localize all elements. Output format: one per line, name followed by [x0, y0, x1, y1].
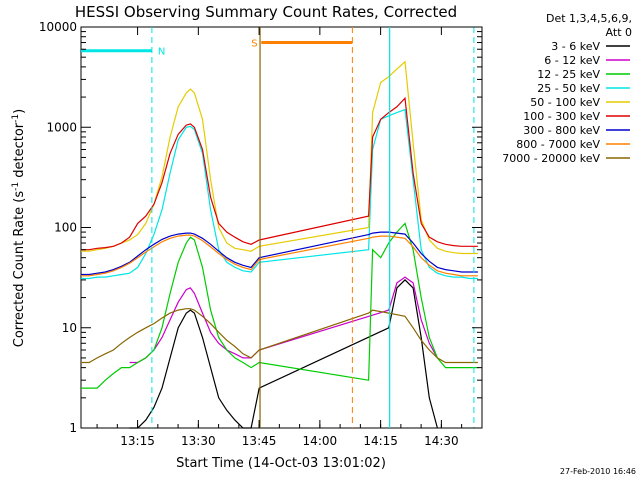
legend-label-5: 100 - 300 keV	[523, 110, 600, 123]
x-tick-label-5: 14:30	[424, 434, 459, 448]
y-tick-label-3: 1000	[46, 120, 77, 134]
x-tick-label-4: 14:15	[363, 434, 398, 448]
series-line-0	[129, 279, 438, 429]
y-axis-label-end: )	[12, 109, 27, 114]
legend-label-7: 800 - 7000 keV	[516, 138, 600, 151]
tick-layer: 13:15 13:30 13:45 14:00 14:15 14:30 1 10 100 1000…	[39, 20, 482, 448]
x-tick-label-3: 14:00	[303, 434, 338, 448]
plot-frame	[80, 26, 483, 429]
series-line-2	[81, 222, 478, 389]
y-tick-label-0: 1	[69, 421, 77, 435]
legend-label-8: 7000 - 20000 keV	[502, 152, 600, 165]
y-tick-label-2: 100	[54, 221, 77, 235]
y-axis-label-mid: detector	[12, 122, 27, 182]
y-tick-label-1: 10	[62, 321, 77, 335]
legend-label-4: 50 - 100 keV	[530, 96, 600, 109]
y-tick-label-4: 10000	[39, 20, 77, 34]
x-axis-label: Start Time (14-Oct-03 13:01:02)	[176, 456, 386, 471]
y-axis-label-sup1: -1	[11, 182, 21, 191]
series-line-6	[81, 231, 478, 276]
x-tick-label-2: 13:45	[242, 434, 277, 448]
y-axis-label: Corrected Count Rate (s-1 detector-1)	[11, 109, 27, 347]
series-layer	[81, 60, 478, 429]
series-line-1	[129, 276, 438, 364]
plot-area: NS 13:15 13:30 13:45 14:00 14:15 14:301101001…	[39, 20, 483, 448]
annotation-layer: NS	[81, 27, 475, 428]
series-line-8	[81, 308, 478, 364]
y-axis-label-main: Corrected Count Rate (s	[12, 191, 27, 348]
series-line-3	[81, 108, 478, 280]
y-axis-label-sup2: -1	[11, 114, 21, 123]
legend-label-6: 300 - 800 keV	[523, 124, 600, 137]
annotation-label-n: N	[158, 47, 165, 58]
series-line-7	[81, 234, 478, 277]
legend-label-1: 6 - 12 keV	[544, 54, 600, 67]
x-tick-label-0: 13:15	[120, 434, 155, 448]
timestamp: 27-Feb-2010 16:46	[560, 467, 636, 476]
legend-title-attenuator: Att 0	[606, 26, 632, 39]
legend-label-3: 25 - 50 keV	[537, 82, 600, 95]
chart-title: HESSI Observing Summary Count Rates, Cor…	[75, 3, 457, 21]
legend-label-0: 3 - 6 keV	[551, 40, 600, 53]
series-line-5	[81, 96, 478, 251]
legend-title-detectors: Det 1,3,4,5,6,9,	[546, 12, 632, 25]
annotation-label-s: S	[251, 39, 257, 50]
legend-label-2: 12 - 25 keV	[537, 68, 600, 81]
x-tick-label-1: 13:30	[181, 434, 216, 448]
